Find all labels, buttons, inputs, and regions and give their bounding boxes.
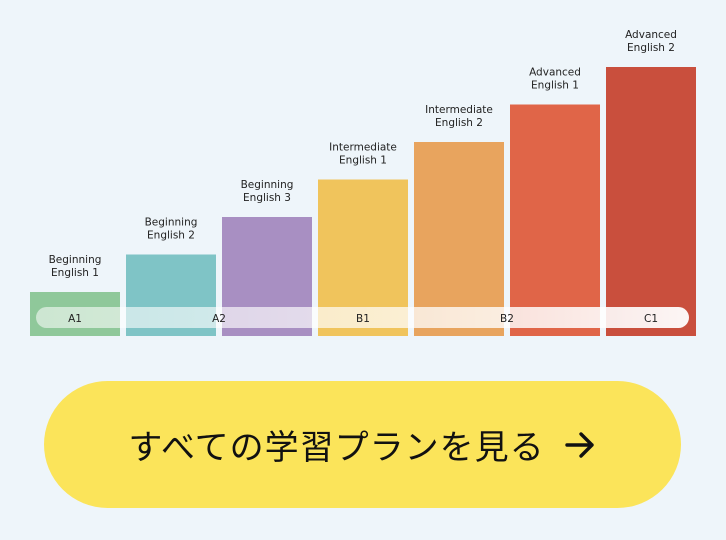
cefr-level-label: A1 [68, 313, 82, 325]
bar-label: Intermediate [329, 142, 397, 154]
bar-label: English 1 [51, 267, 99, 279]
cefr-level-label: B1 [356, 313, 370, 325]
level-bar [414, 142, 504, 336]
arrow-right-icon [564, 431, 594, 458]
bar-label: Beginning [145, 217, 198, 229]
level-bar [606, 67, 696, 336]
cta-label: すべての学習プランを見る [128, 428, 545, 468]
bar-label: Advanced [625, 29, 677, 41]
bar-label: English 1 [339, 155, 387, 167]
view-all-plans-button[interactable]: すべての学習プランを見る [44, 381, 681, 508]
bar-label: Beginning [49, 254, 102, 266]
bar-label: English 2 [147, 230, 195, 242]
bar-label: English 3 [243, 192, 291, 204]
level-bar [510, 104, 600, 336]
bar-label: Intermediate [425, 104, 493, 116]
cefr-level-label: B2 [500, 313, 514, 325]
bar-label: Advanced [529, 67, 581, 79]
cefr-level-label: C1 [644, 313, 658, 325]
bar-label: English 2 [627, 42, 675, 54]
bar-label: English 1 [531, 80, 579, 92]
cefr-level-label: A2 [212, 313, 226, 325]
cefr-band [36, 307, 689, 328]
bar-label: English 2 [435, 117, 483, 129]
bar-label: Beginning [241, 179, 294, 191]
